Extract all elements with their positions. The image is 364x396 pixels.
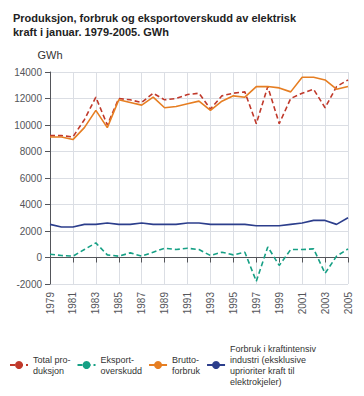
svg-text:overskudd: overskudd (101, 366, 143, 376)
svg-text:Brutto-: Brutto- (172, 355, 199, 365)
svg-text:1985: 1985 (113, 292, 124, 315)
svg-text:1991: 1991 (182, 292, 193, 315)
svg-text:14000: 14000 (14, 67, 42, 78)
svg-text:2003: 2003 (320, 292, 331, 315)
svg-text:forbruk: forbruk (172, 366, 201, 376)
svg-text:uprioriter kraft til: uprioriter kraft til (230, 366, 295, 376)
svg-text:8000: 8000 (20, 146, 43, 157)
svg-text:1987: 1987 (136, 292, 147, 315)
svg-text:10000: 10000 (14, 120, 42, 131)
svg-text:kraft i januar. 1979-2005. GWh: kraft i januar. 1979-2005. GWh (13, 26, 169, 38)
svg-text:4000: 4000 (20, 199, 43, 210)
svg-text:elektrokjeler): elektrokjeler) (230, 377, 282, 387)
svg-text:Produksjon, forbruk og eksport: Produksjon, forbruk og eksportoverskudd … (13, 12, 297, 24)
svg-text:1993: 1993 (205, 292, 216, 315)
svg-text:Total pro-: Total pro- (33, 355, 71, 365)
svg-text:2001: 2001 (297, 292, 308, 315)
svg-text:6000: 6000 (20, 173, 43, 184)
svg-text:12000: 12000 (14, 93, 42, 104)
svg-text:1997: 1997 (251, 292, 262, 315)
svg-text:2005: 2005 (343, 292, 354, 315)
svg-text:-2000: -2000 (16, 279, 42, 290)
svg-text:Eksport-: Eksport- (101, 355, 135, 365)
svg-text:2000: 2000 (20, 226, 43, 237)
svg-text:1979: 1979 (45, 292, 56, 315)
svg-text:1999: 1999 (274, 292, 285, 315)
svg-text:1995: 1995 (228, 292, 239, 315)
svg-text:1989: 1989 (159, 292, 170, 315)
svg-text:duksjon: duksjon (33, 366, 64, 376)
svg-text:1983: 1983 (90, 292, 101, 315)
svg-text:Forbruk i kraftintensiv: Forbruk i kraftintensiv (230, 344, 317, 354)
svg-text:0: 0 (36, 252, 42, 263)
svg-text:GWh: GWh (37, 49, 62, 61)
svg-text:1981: 1981 (67, 292, 78, 315)
svg-text:industri (eksklusive: industri (eksklusive (230, 355, 306, 365)
